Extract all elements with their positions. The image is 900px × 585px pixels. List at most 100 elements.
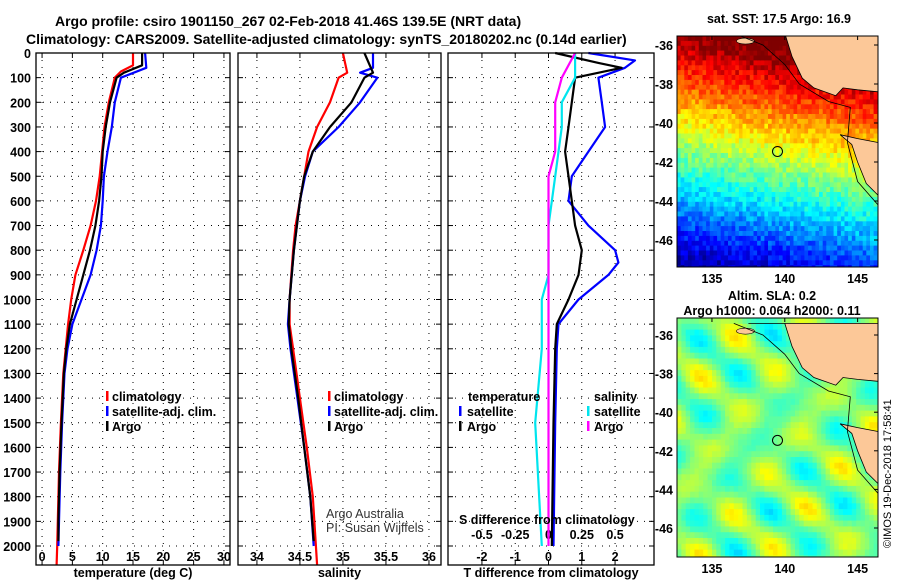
map-cell bbox=[775, 173, 779, 179]
map-cell bbox=[725, 538, 730, 544]
map-cell bbox=[757, 226, 761, 232]
map-cell bbox=[743, 503, 748, 509]
map-cell bbox=[826, 138, 830, 144]
map-cell bbox=[783, 251, 787, 257]
map-cell bbox=[843, 382, 848, 388]
map-cell bbox=[739, 70, 743, 76]
map-cell bbox=[743, 197, 747, 203]
map-cell bbox=[725, 382, 730, 388]
map-cell bbox=[706, 56, 710, 62]
map-cell bbox=[703, 119, 707, 125]
map-cell bbox=[751, 341, 756, 347]
map-cell bbox=[713, 51, 717, 57]
map-cell bbox=[713, 158, 717, 164]
map-cell bbox=[764, 75, 768, 81]
map-cell bbox=[859, 221, 863, 227]
map-cell bbox=[751, 393, 756, 399]
map-cell bbox=[790, 192, 794, 198]
map-cell bbox=[677, 561, 682, 567]
map-cell bbox=[713, 75, 717, 81]
map-cell bbox=[843, 526, 848, 532]
map-cell bbox=[852, 192, 856, 198]
map-cell bbox=[815, 134, 819, 140]
map-cell bbox=[686, 555, 691, 561]
map-cell bbox=[721, 544, 726, 550]
map-cell bbox=[866, 265, 870, 271]
map-cell bbox=[791, 393, 796, 399]
map-cell bbox=[773, 474, 778, 480]
map-cell bbox=[677, 434, 682, 440]
map-cell bbox=[794, 85, 798, 91]
map-cell bbox=[699, 182, 703, 188]
map-cell bbox=[804, 124, 808, 130]
map-cell bbox=[804, 388, 809, 394]
map-cell bbox=[757, 104, 761, 110]
map-cell bbox=[677, 526, 682, 532]
map-cell bbox=[754, 104, 758, 110]
map-cell bbox=[808, 221, 812, 227]
map-cell bbox=[817, 422, 822, 428]
map-cell bbox=[688, 246, 692, 252]
map-cell bbox=[747, 445, 752, 451]
map-cell bbox=[725, 550, 730, 556]
map-cell bbox=[839, 480, 844, 486]
map-cell bbox=[786, 550, 791, 556]
map-cell bbox=[764, 492, 769, 498]
map-cell bbox=[695, 474, 700, 480]
map-cell bbox=[703, 80, 707, 86]
map-cell bbox=[734, 353, 739, 359]
map-cell bbox=[735, 168, 739, 174]
map-cell bbox=[699, 212, 703, 218]
map-cell bbox=[717, 138, 721, 144]
map-cell bbox=[695, 251, 699, 257]
map-cell bbox=[817, 463, 822, 469]
map-cell bbox=[760, 492, 765, 498]
map-cell bbox=[717, 226, 721, 232]
map-cell bbox=[732, 207, 736, 213]
map-cell bbox=[743, 182, 747, 188]
map-cell bbox=[815, 255, 819, 261]
map-cell bbox=[863, 197, 867, 203]
map-cell bbox=[779, 99, 783, 105]
map-cell bbox=[823, 138, 827, 144]
map-cell bbox=[686, 515, 691, 521]
map-cell bbox=[757, 231, 761, 237]
map-cell bbox=[794, 138, 798, 144]
map-cell bbox=[779, 129, 783, 135]
map-cell bbox=[677, 463, 682, 469]
map-cell bbox=[841, 231, 845, 237]
map-cell bbox=[865, 503, 870, 509]
map-cell bbox=[746, 109, 750, 115]
map-cell bbox=[778, 492, 783, 498]
map-cell bbox=[712, 550, 717, 556]
map-cell bbox=[791, 515, 796, 521]
map-cell bbox=[699, 526, 704, 532]
map-cell bbox=[684, 138, 688, 144]
map-cell bbox=[808, 255, 812, 261]
map-cell bbox=[681, 555, 686, 561]
map-cell bbox=[799, 393, 804, 399]
map-cell bbox=[837, 109, 841, 115]
map-cell bbox=[768, 36, 772, 42]
map-cell bbox=[757, 197, 761, 203]
map-cell bbox=[837, 246, 841, 252]
map-cell bbox=[712, 532, 717, 538]
map-cell bbox=[703, 241, 707, 247]
map-cell bbox=[797, 236, 801, 242]
map-cell bbox=[754, 70, 758, 76]
map-cell bbox=[817, 393, 822, 399]
map-cell bbox=[834, 216, 838, 222]
map-cell bbox=[823, 143, 827, 149]
map-cell bbox=[692, 75, 696, 81]
map-cell bbox=[724, 231, 728, 237]
map-cell bbox=[797, 192, 801, 198]
map-cell bbox=[739, 241, 743, 247]
map-cell bbox=[837, 231, 841, 237]
map-cell bbox=[764, 503, 769, 509]
map-cell bbox=[808, 457, 813, 463]
map-cell bbox=[764, 370, 769, 376]
map-cell bbox=[848, 95, 852, 101]
map-cell bbox=[786, 411, 791, 417]
map-cell bbox=[845, 212, 849, 218]
map-cell bbox=[813, 393, 818, 399]
